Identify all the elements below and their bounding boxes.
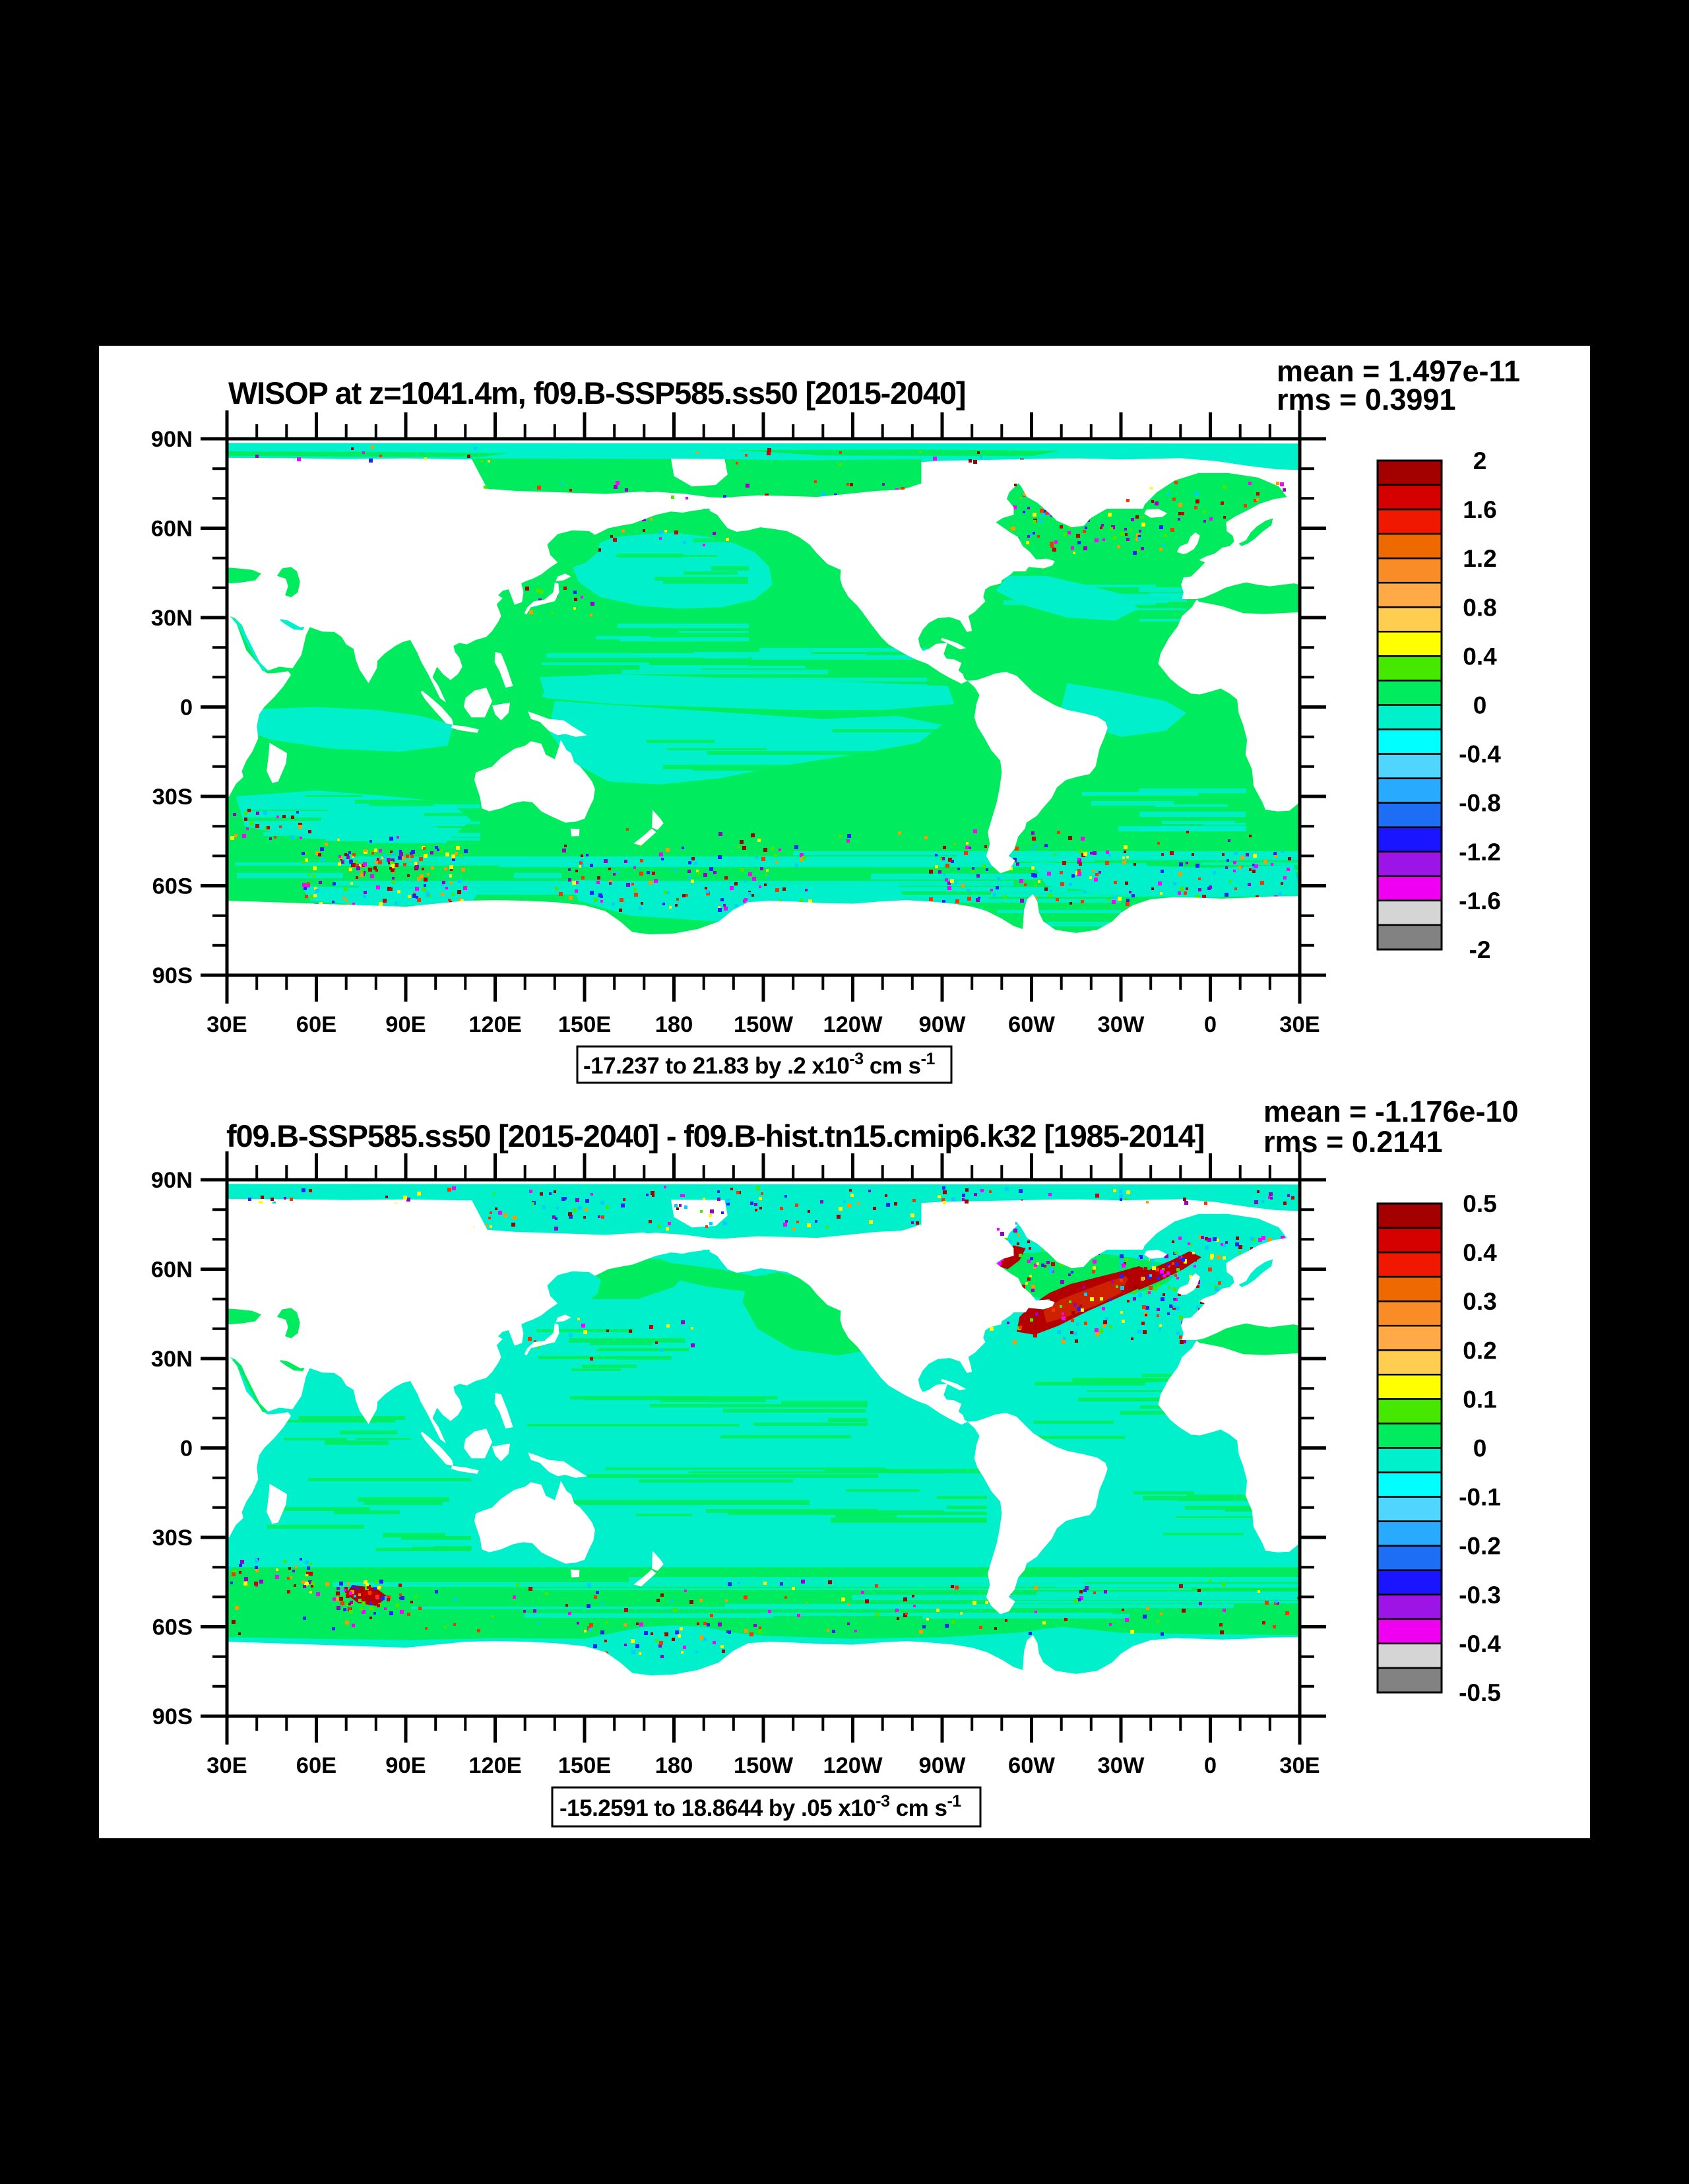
- svg-text:60W: 60W: [1008, 1753, 1055, 1778]
- svg-text:90W: 90W: [919, 1753, 966, 1778]
- svg-text:0.2: 0.2: [1463, 1337, 1496, 1364]
- svg-text:120W: 120W: [823, 1753, 883, 1778]
- svg-text:-0.3: -0.3: [1459, 1582, 1501, 1609]
- svg-text:60W: 60W: [1008, 1012, 1055, 1037]
- svg-text:120W: 120W: [823, 1012, 883, 1037]
- svg-text:60E: 60E: [296, 1012, 336, 1037]
- svg-text:30S: 30S: [152, 1526, 193, 1551]
- svg-text:90S: 90S: [152, 1704, 193, 1729]
- svg-text:180: 180: [655, 1012, 693, 1037]
- svg-text:-15.2591 to 18.8644 by .05 x10: -15.2591 to 18.8644 by .05 x10-3 cm s-1: [559, 1792, 961, 1821]
- svg-text:-17.237 to 21.83 by .2 x10-3 c: -17.237 to 21.83 by .2 x10-3 cm s-1: [583, 1050, 935, 1079]
- svg-text:30N: 30N: [151, 606, 193, 631]
- svg-text:0: 0: [180, 695, 193, 721]
- svg-text:-0.2: -0.2: [1459, 1533, 1501, 1560]
- svg-text:-0.4: -0.4: [1459, 741, 1501, 768]
- svg-text:30S: 30S: [152, 785, 193, 810]
- svg-text:-0.4: -0.4: [1459, 1630, 1501, 1657]
- svg-text:1.6: 1.6: [1463, 496, 1496, 523]
- svg-text:0: 0: [1204, 1012, 1217, 1037]
- svg-text:1.2: 1.2: [1463, 545, 1496, 572]
- svg-text:0: 0: [1473, 692, 1487, 719]
- svg-text:-2: -2: [1469, 936, 1491, 963]
- svg-text:60S: 60S: [152, 1615, 193, 1640]
- svg-text:0.3: 0.3: [1463, 1288, 1496, 1315]
- svg-text:-0.1: -0.1: [1459, 1484, 1501, 1511]
- svg-text:0.8: 0.8: [1463, 594, 1496, 621]
- svg-text:60N: 60N: [151, 517, 193, 542]
- svg-text:0: 0: [1473, 1435, 1487, 1462]
- svg-text:2: 2: [1473, 447, 1487, 474]
- svg-text:30W: 30W: [1098, 1753, 1145, 1778]
- svg-text:150E: 150E: [558, 1012, 612, 1037]
- svg-text:30E: 30E: [1279, 1012, 1320, 1037]
- svg-text:rms = 0.2141: rms = 0.2141: [1263, 1125, 1442, 1159]
- svg-text:60N: 60N: [151, 1258, 193, 1283]
- svg-text:60E: 60E: [296, 1753, 336, 1778]
- svg-text:30E: 30E: [1279, 1753, 1320, 1778]
- svg-text:-0.5: -0.5: [1459, 1679, 1501, 1706]
- svg-text:0.1: 0.1: [1463, 1386, 1496, 1413]
- svg-text:-1.6: -1.6: [1459, 887, 1501, 915]
- svg-text:0: 0: [180, 1436, 193, 1461]
- svg-text:60S: 60S: [152, 874, 193, 899]
- svg-text:WISOP at z=1041.4m, f09.B-SSP5: WISOP at z=1041.4m, f09.B-SSP585.ss50 [2…: [228, 375, 965, 410]
- svg-text:90N: 90N: [151, 427, 193, 452]
- svg-text:90E: 90E: [385, 1753, 426, 1778]
- svg-text:90E: 90E: [385, 1012, 426, 1037]
- svg-text:rms = 0.3991: rms = 0.3991: [1277, 383, 1455, 416]
- svg-text:180: 180: [655, 1753, 693, 1778]
- svg-text:120E: 120E: [468, 1012, 522, 1037]
- svg-text:0: 0: [1204, 1753, 1217, 1778]
- svg-text:30E: 30E: [207, 1753, 247, 1778]
- svg-text:0.5: 0.5: [1463, 1190, 1496, 1217]
- svg-text:150W: 150W: [734, 1753, 794, 1778]
- svg-text:f09.B-SSP585.ss50 [2015-2040]: f09.B-SSP585.ss50 [2015-2040] - f09.B-hi…: [226, 1118, 1204, 1153]
- svg-text:90S: 90S: [152, 963, 193, 988]
- svg-text:150W: 150W: [734, 1012, 794, 1037]
- svg-text:0.4: 0.4: [1463, 1239, 1497, 1266]
- svg-text:30N: 30N: [151, 1347, 193, 1372]
- svg-text:mean = 1.497e-11: mean = 1.497e-11: [1277, 354, 1520, 388]
- svg-text:-1.2: -1.2: [1459, 839, 1501, 866]
- svg-text:120E: 120E: [468, 1753, 522, 1778]
- svg-text:0.4: 0.4: [1463, 643, 1497, 670]
- svg-text:150E: 150E: [558, 1753, 612, 1778]
- svg-text:30E: 30E: [207, 1012, 247, 1037]
- svg-text:90W: 90W: [919, 1012, 966, 1037]
- svg-text:30W: 30W: [1098, 1012, 1145, 1037]
- svg-text:-0.8: -0.8: [1459, 790, 1501, 817]
- svg-text:90N: 90N: [151, 1168, 193, 1193]
- svg-text:mean = -1.176e-10: mean = -1.176e-10: [1263, 1095, 1519, 1128]
